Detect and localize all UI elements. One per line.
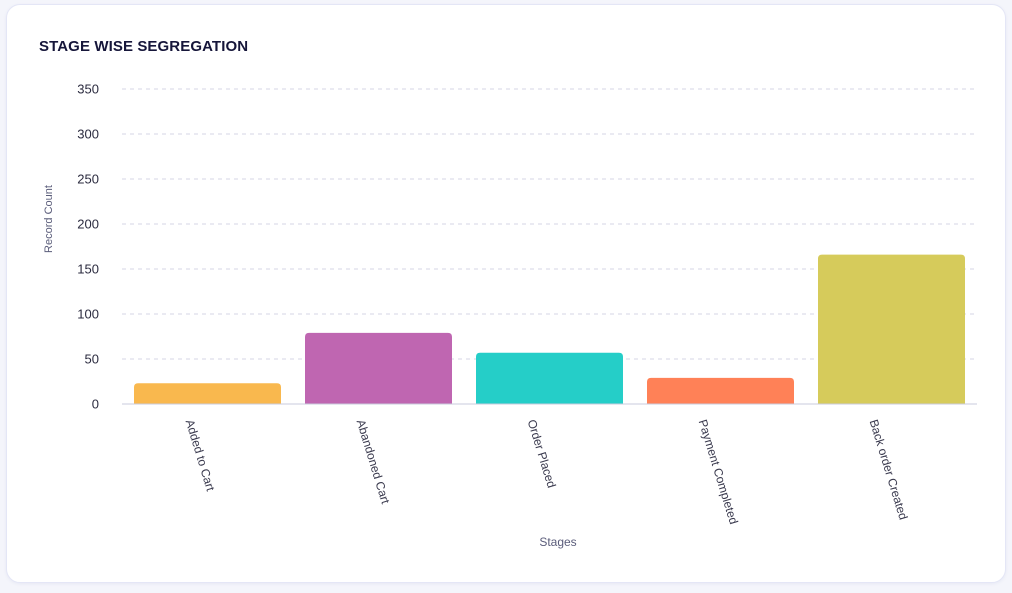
bar-chart: 0 50 100 150 200 250 300 350 Added to Cart Abando… — [43, 82, 977, 549]
bar-added-to-cart[interactable] — [134, 383, 281, 404]
y-tick-label: 200 — [77, 217, 99, 232]
chart-card: STAGE WISE SEGREGATION 0 50 100 150 200 250 30… — [6, 4, 1006, 583]
bar-order-placed[interactable] — [476, 352, 623, 404]
y-tick-label: 0 — [92, 397, 99, 412]
x-tick-label: Abandoned Cart — [354, 418, 393, 506]
y-tick-label: 350 — [77, 82, 99, 97]
bar-back-order-created[interactable] — [818, 254, 965, 404]
y-tick-label: 100 — [77, 307, 99, 322]
y-tick-label: 150 — [77, 262, 99, 277]
x-tick-label: Payment Completed — [696, 418, 741, 526]
x-tick-label: Order Placed — [525, 418, 559, 490]
bar-payment-completed[interactable] — [647, 377, 794, 404]
y-tick-label: 250 — [77, 172, 99, 187]
chart-title: STAGE WISE SEGREGATION — [39, 38, 249, 55]
x-tick-label: Back order Created — [867, 418, 911, 522]
bar-abandoned-cart[interactable] — [305, 332, 452, 404]
y-tick-label: 300 — [77, 127, 99, 142]
y-tick-label: 50 — [85, 352, 99, 367]
x-axis-title: Stages — [539, 535, 576, 549]
y-axis-title: Record Count — [43, 185, 55, 253]
x-tick-label: Added to Cart — [183, 418, 218, 494]
